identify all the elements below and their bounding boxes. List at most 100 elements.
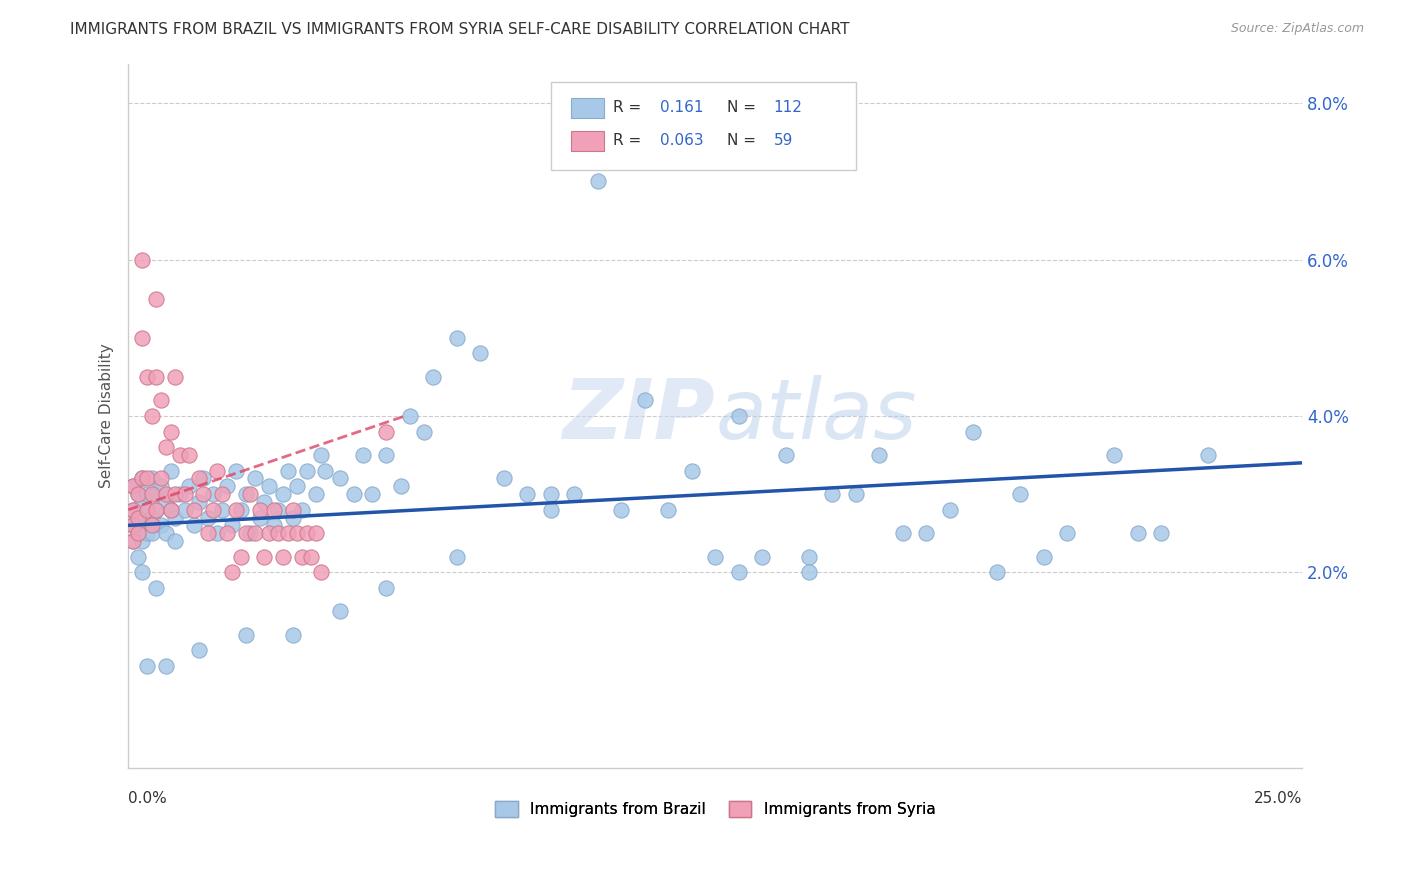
Point [136,526,159,541]
Point [165,369,187,384]
FancyBboxPatch shape [551,82,856,169]
Point [962,425,984,439]
Point [131,566,153,580]
Point [267,526,290,541]
Point [1126,526,1149,541]
Point [309,566,332,580]
Text: N =: N = [727,133,756,148]
Point [122,502,145,516]
Point [197,510,219,524]
Point [207,526,229,541]
Point [291,549,314,564]
Point [136,502,159,516]
Point [281,628,304,642]
Point [141,526,163,541]
Point [299,549,322,564]
Point [187,495,209,509]
Point [235,628,257,642]
Point [122,479,145,493]
Point [155,659,177,673]
Point [375,425,398,439]
Point [775,448,797,462]
Point [229,502,252,516]
Point [263,518,285,533]
Point [122,502,145,516]
Point [193,487,215,501]
Point [131,252,153,267]
Point [295,526,318,541]
Point [131,495,153,509]
Point [127,487,149,501]
Point [165,534,187,549]
Point [891,526,914,541]
Point [165,510,187,524]
Point [413,425,436,439]
Point [122,534,145,549]
Point [159,502,181,516]
Point [271,549,294,564]
Point [155,526,177,541]
Point [239,487,262,501]
Text: 0.161: 0.161 [659,100,703,115]
Point [131,471,153,485]
Point [183,518,205,533]
Point [211,502,233,516]
Point [249,502,271,516]
Text: IMMIGRANTS FROM BRAZIL VS IMMIGRANTS FROM SYRIA SELF-CARE DISABILITY CORRELATION: IMMIGRANTS FROM BRAZIL VS IMMIGRANTS FRO… [70,22,849,37]
Point [122,518,145,533]
Point [586,174,609,188]
Point [141,409,163,423]
Point [751,549,773,564]
Point [291,502,314,516]
Text: 0.063: 0.063 [659,133,703,148]
Point [145,292,167,306]
Point [281,502,304,516]
Point [131,331,153,345]
Point [179,479,201,493]
Point [239,526,262,541]
Point [271,487,294,501]
Point [141,487,163,501]
Point [797,566,820,580]
Point [939,502,962,516]
Point [375,581,398,595]
Point [215,526,238,541]
Point [610,502,633,516]
Y-axis label: Self-Care Disability: Self-Care Disability [100,343,114,488]
Point [1197,448,1219,462]
Point [136,659,159,673]
Point [127,526,149,541]
Point [868,448,890,462]
Point [127,526,149,541]
Point [540,487,562,501]
Point [305,526,328,541]
Point [309,448,332,462]
Point [165,487,187,501]
Point [221,518,243,533]
Point [243,471,266,485]
Point [257,526,280,541]
Point [159,464,181,478]
Point [375,448,398,462]
Point [221,566,243,580]
Point [399,409,422,423]
Point [187,471,209,485]
Point [225,464,247,478]
Point [141,518,163,533]
Point [361,487,384,501]
Point [540,502,562,516]
Text: 112: 112 [773,100,803,115]
Point [197,526,219,541]
Point [215,479,238,493]
Point [122,518,145,533]
Text: R =: R = [613,133,641,148]
Legend: Immigrants from Brazil, Immigrants from Syria: Immigrants from Brazil, Immigrants from … [489,796,942,823]
Point [131,518,153,533]
Point [986,566,1008,580]
Point [342,487,364,501]
Point [328,604,350,618]
Point [169,487,191,501]
Text: R =: R = [613,100,641,115]
Point [681,464,703,478]
Text: ZIP: ZIP [562,376,716,457]
